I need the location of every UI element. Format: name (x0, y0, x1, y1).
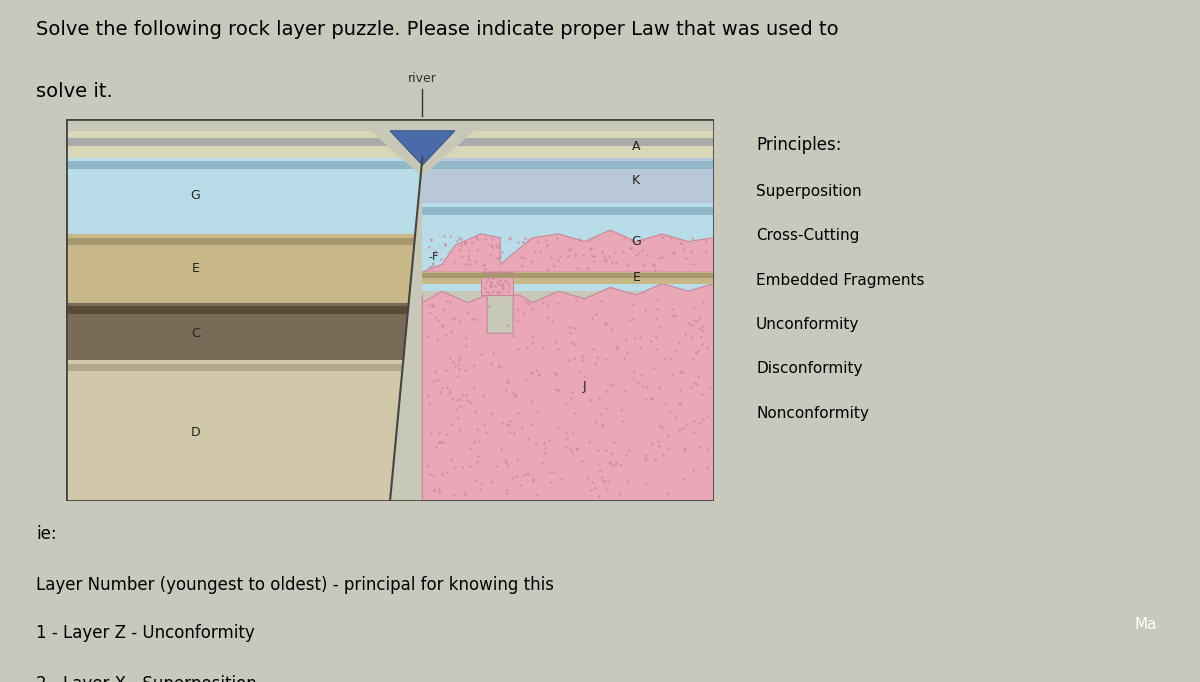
Text: Solve the following rock layer puzzle. Please indicate proper Law that was used : Solve the following rock layer puzzle. P… (36, 20, 839, 40)
Polygon shape (481, 272, 514, 295)
Text: G: G (191, 189, 200, 203)
Text: K: K (632, 174, 641, 187)
Text: Nonconformity: Nonconformity (756, 406, 869, 421)
Text: Superposition: Superposition (756, 184, 862, 199)
Text: ie:: ie: (36, 525, 56, 543)
Polygon shape (422, 158, 714, 203)
Text: E: E (192, 262, 199, 275)
Polygon shape (390, 131, 455, 165)
Text: river: river (408, 72, 437, 85)
Polygon shape (66, 162, 421, 169)
Polygon shape (66, 238, 414, 246)
Polygon shape (66, 158, 422, 234)
Bar (422, 207, 714, 215)
Polygon shape (66, 303, 409, 360)
Text: C: C (191, 327, 200, 340)
Text: Layer Number (youngest to oldest) - principal for knowing this: Layer Number (youngest to oldest) - prin… (36, 576, 554, 594)
Polygon shape (422, 284, 714, 501)
Polygon shape (371, 131, 474, 177)
Text: G: G (631, 235, 641, 248)
Bar (422, 162, 714, 169)
Text: 2 - Layer X - Superposition: 2 - Layer X - Superposition (36, 675, 257, 682)
Polygon shape (422, 230, 714, 272)
Text: Embedded Fragments: Embedded Fragments (756, 273, 924, 288)
Polygon shape (66, 234, 415, 303)
Text: -F: -F (428, 252, 439, 262)
Text: Disconformity: Disconformity (756, 361, 863, 376)
Text: Cross-Cutting: Cross-Cutting (756, 228, 859, 243)
Text: solve it.: solve it. (36, 82, 113, 101)
Text: Ma: Ma (1134, 617, 1157, 632)
Text: E: E (632, 271, 640, 284)
Bar (422, 273, 714, 278)
Text: Unconformity: Unconformity (756, 317, 859, 332)
Polygon shape (66, 360, 403, 501)
Text: 1 - Layer Z - Unconformity: 1 - Layer Z - Unconformity (36, 624, 254, 642)
Text: J: J (582, 380, 587, 394)
Text: D: D (191, 426, 200, 439)
Text: Principles:: Principles: (756, 136, 841, 154)
Bar (66, 138, 714, 146)
Polygon shape (422, 203, 714, 291)
Text: A: A (632, 140, 641, 153)
Polygon shape (66, 306, 408, 314)
Polygon shape (66, 364, 402, 372)
Polygon shape (422, 272, 714, 284)
Bar (66, 131, 714, 158)
